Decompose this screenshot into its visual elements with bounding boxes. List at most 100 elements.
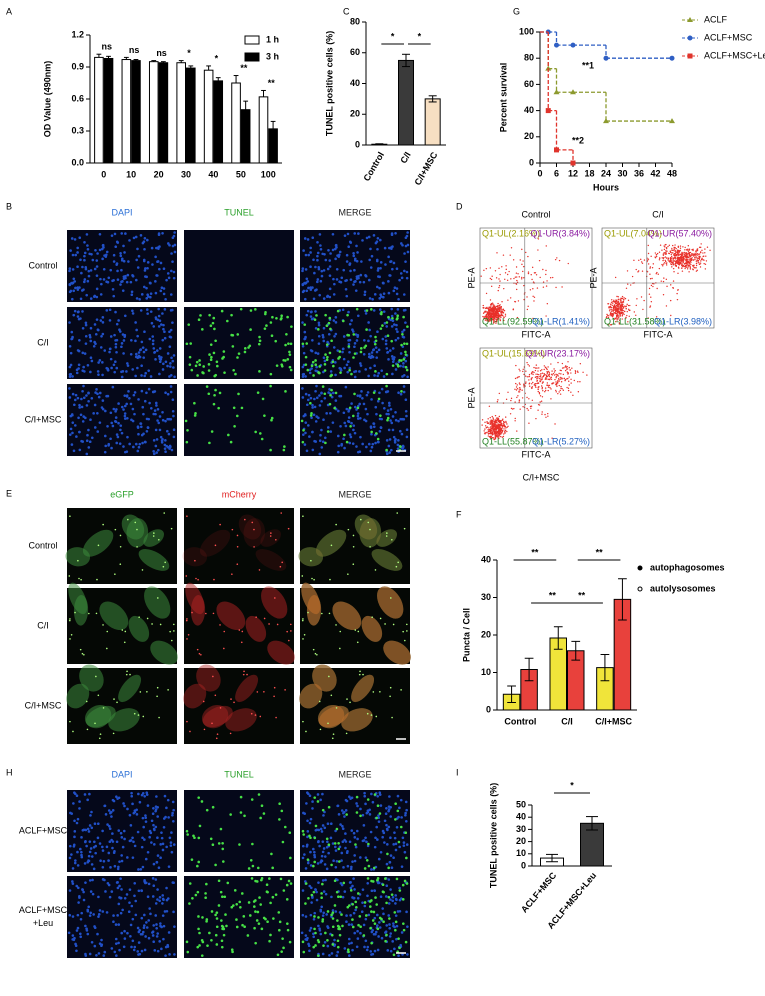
event-dot: [522, 270, 524, 273]
stain-dot: [403, 269, 406, 273]
stain-dot: [390, 355, 394, 358]
stain-dot: [86, 433, 89, 437]
stain-dot: [382, 281, 385, 285]
stain-dot: [321, 850, 325, 854]
stain-dot: [147, 919, 151, 922]
stain-dot: [103, 804, 107, 808]
stain-dot: [368, 352, 371, 356]
stain-dot: [89, 339, 93, 343]
stain-dot: [140, 845, 144, 849]
stain-dot: [186, 720, 188, 723]
stain-dot: [334, 829, 337, 833]
stain-dot: [364, 917, 368, 921]
stain-dot: [198, 824, 202, 828]
stain-dot: [156, 407, 160, 411]
stain-dot: [288, 940, 292, 944]
stain-dot: [82, 365, 85, 369]
stain-dot: [164, 297, 167, 301]
stain-dot: [131, 274, 134, 277]
stain-dot: [219, 827, 223, 831]
cell: [301, 582, 321, 615]
event-dot: [506, 430, 508, 433]
stain-dot: [151, 623, 153, 625]
stain-dot: [159, 623, 162, 626]
event-dot: [489, 277, 492, 280]
event-dot: [487, 313, 490, 315]
stain-dot: [327, 249, 330, 252]
stain-dot: [354, 843, 357, 846]
stain-dot: [232, 368, 235, 372]
stain-dot: [374, 346, 378, 349]
stain-dot: [304, 413, 307, 417]
stain-dot: [140, 340, 144, 344]
stain-dot: [119, 428, 122, 432]
stain-dot: [142, 412, 145, 416]
event-dot: [677, 266, 680, 268]
stain-dot: [148, 401, 151, 405]
stain-dot: [92, 344, 96, 348]
stain-dot: [187, 633, 190, 636]
stain-dot: [381, 829, 385, 833]
annotation: **2: [572, 135, 584, 145]
stain-dot: [164, 419, 167, 423]
stain-dot: [242, 915, 246, 918]
event-dot: [705, 255, 707, 257]
stain-dot: [143, 794, 146, 798]
stain-dot: [116, 269, 119, 273]
stain-dot: [386, 852, 389, 856]
stain-dot: [98, 421, 102, 424]
stain-dot: [346, 698, 348, 700]
event-dot: [545, 315, 547, 317]
stain-dot: [71, 867, 75, 870]
event-dot: [485, 314, 487, 317]
stain-dot: [146, 238, 149, 242]
event-dot: [688, 271, 690, 273]
event-dot: [622, 303, 624, 306]
stain-dot: [146, 690, 148, 693]
point: [669, 55, 675, 61]
stain-dot: [120, 345, 123, 349]
stain-dot: [308, 368, 312, 372]
event-dot: [543, 368, 545, 371]
stain-dot: [369, 449, 373, 453]
stain-dot: [286, 315, 289, 319]
bar: [131, 60, 141, 164]
stain-dot: [360, 390, 363, 393]
stain-dot: [370, 792, 373, 796]
stain-dot: [130, 339, 133, 342]
event-dot: [493, 429, 495, 432]
x-tick-label: 0: [537, 168, 542, 178]
event-dot: [497, 427, 500, 429]
stain-dot: [210, 355, 213, 359]
significance-label: ns: [129, 45, 140, 55]
event-dot: [492, 317, 494, 319]
stain-dot: [113, 950, 117, 954]
event-dot: [692, 249, 694, 252]
stain-dot: [396, 308, 400, 311]
event-dot: [696, 249, 698, 252]
stain-dot: [115, 795, 118, 799]
stain-dot: [341, 347, 345, 351]
event-dot: [495, 320, 498, 323]
stain-dot: [327, 332, 331, 336]
stain-dot: [113, 849, 116, 853]
event-dot: [571, 367, 573, 369]
stain-dot: [185, 829, 189, 833]
bar: [240, 109, 251, 164]
event-dot: [491, 318, 493, 321]
stain-dot: [288, 831, 292, 835]
event-dot: [557, 361, 559, 364]
stain-dot: [229, 732, 232, 735]
stain-dot: [76, 817, 80, 821]
event-dot: [674, 256, 677, 258]
event-dot: [620, 311, 622, 313]
stain-dot: [349, 889, 353, 892]
event-dot: [494, 436, 496, 439]
stain-dot: [374, 335, 377, 339]
stain-dot: [243, 814, 246, 818]
cell: [351, 674, 375, 703]
stain-dot: [123, 394, 127, 397]
stain-dot: [166, 943, 170, 947]
event-dot: [501, 436, 504, 438]
event-dot: [663, 252, 665, 254]
